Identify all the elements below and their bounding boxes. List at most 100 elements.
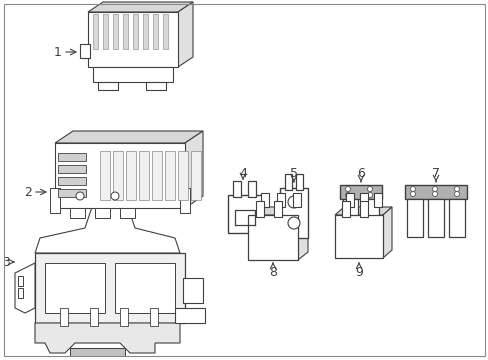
Circle shape <box>111 192 119 200</box>
Bar <box>70 208 85 218</box>
Bar <box>55 143 184 208</box>
Circle shape <box>345 186 350 192</box>
Bar <box>103 14 107 49</box>
Bar <box>404 185 466 199</box>
Circle shape <box>431 186 437 192</box>
Bar <box>60 308 68 326</box>
Bar <box>113 14 118 49</box>
Bar <box>90 308 98 326</box>
Bar <box>58 165 86 173</box>
Text: 5: 5 <box>289 166 297 180</box>
Bar <box>285 174 291 190</box>
Circle shape <box>287 196 299 208</box>
Bar <box>93 14 98 49</box>
Circle shape <box>409 192 415 197</box>
Bar <box>18 276 23 286</box>
Bar <box>334 215 382 258</box>
Bar <box>295 174 303 190</box>
Bar <box>163 14 167 49</box>
Bar <box>70 348 125 356</box>
Bar <box>346 193 353 207</box>
Bar <box>146 82 165 90</box>
Bar <box>373 193 381 207</box>
Polygon shape <box>178 2 193 67</box>
Bar <box>50 188 60 213</box>
Text: 4: 4 <box>239 166 246 180</box>
Polygon shape <box>247 207 307 215</box>
Bar <box>113 151 123 200</box>
Bar <box>247 181 256 197</box>
Bar <box>142 14 147 49</box>
Bar <box>120 208 135 218</box>
Bar <box>183 278 203 303</box>
Bar <box>342 199 357 237</box>
Bar <box>88 12 178 67</box>
Text: 2: 2 <box>24 185 32 198</box>
Bar <box>98 82 118 90</box>
Bar <box>58 189 86 197</box>
Bar <box>448 199 464 237</box>
Bar <box>180 188 190 213</box>
Text: 6: 6 <box>356 166 364 180</box>
Bar <box>45 263 105 313</box>
Polygon shape <box>184 131 203 208</box>
Bar <box>95 208 110 218</box>
Bar <box>18 288 23 298</box>
Text: 3: 3 <box>2 256 10 269</box>
Bar <box>191 151 201 200</box>
Circle shape <box>367 186 372 192</box>
Bar <box>58 177 86 185</box>
Bar <box>280 188 307 238</box>
Bar <box>153 14 158 49</box>
Bar <box>175 308 204 323</box>
Polygon shape <box>35 323 180 353</box>
Bar <box>58 153 86 161</box>
Text: 8: 8 <box>268 266 276 279</box>
Circle shape <box>431 192 437 197</box>
Bar <box>232 181 241 197</box>
Circle shape <box>367 193 372 198</box>
Bar <box>359 201 367 217</box>
Bar <box>363 199 378 237</box>
Polygon shape <box>35 198 180 253</box>
Bar <box>339 185 381 199</box>
Polygon shape <box>55 131 203 143</box>
Bar <box>93 67 173 82</box>
Bar <box>80 44 90 58</box>
Bar <box>35 253 184 323</box>
Bar <box>123 14 127 49</box>
Bar <box>227 195 262 233</box>
Bar <box>247 215 297 260</box>
Bar <box>341 201 349 217</box>
Bar <box>359 193 367 207</box>
Circle shape <box>409 186 415 192</box>
Text: 1: 1 <box>54 45 62 59</box>
Circle shape <box>287 217 299 229</box>
Bar <box>427 199 443 237</box>
Bar <box>178 151 187 200</box>
Polygon shape <box>297 207 307 260</box>
Bar <box>406 199 422 237</box>
Polygon shape <box>88 2 193 12</box>
Bar <box>261 193 268 207</box>
Bar <box>150 308 158 326</box>
Polygon shape <box>382 207 391 258</box>
Bar <box>164 151 175 200</box>
Bar <box>292 193 301 207</box>
Polygon shape <box>15 263 35 313</box>
Bar <box>273 201 282 217</box>
Circle shape <box>345 193 350 198</box>
Text: 9: 9 <box>354 266 362 279</box>
Bar <box>120 308 128 326</box>
Text: 7: 7 <box>431 166 439 180</box>
Circle shape <box>453 186 459 192</box>
Bar <box>133 14 138 49</box>
Bar <box>276 193 285 207</box>
Bar <box>115 263 175 313</box>
Circle shape <box>453 192 459 197</box>
Bar <box>139 151 149 200</box>
Bar <box>152 151 162 200</box>
Bar <box>126 151 136 200</box>
Polygon shape <box>334 207 391 215</box>
Bar <box>256 201 264 217</box>
